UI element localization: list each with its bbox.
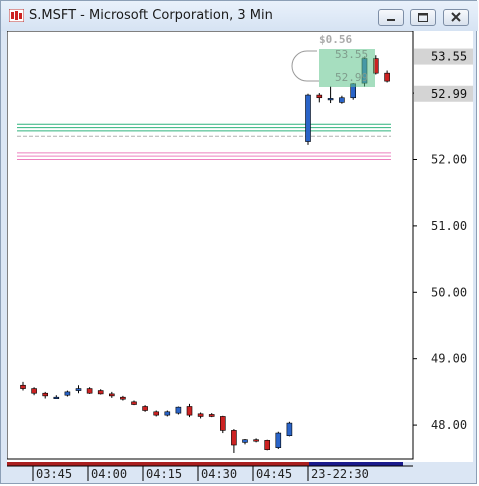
y-tick-label: 49.00 bbox=[431, 352, 467, 366]
candle-body bbox=[253, 439, 259, 442]
price-tag-label: 53.55 bbox=[431, 50, 467, 64]
x-tick-label: 04:00 bbox=[91, 467, 127, 481]
title-bar[interactable]: S.MSFT - Microsoft Corporation, 3 Min bbox=[1, 1, 478, 31]
candle-body bbox=[305, 94, 311, 142]
candlestick-chart[interactable]: $0.56 53.55 52.99 53.0052.0051.0050.0049… bbox=[6, 30, 473, 462]
candle-body bbox=[153, 411, 159, 416]
session-bar-blue bbox=[309, 462, 403, 466]
price-tag-box bbox=[414, 48, 473, 65]
x-tick-label: 03:45 bbox=[36, 467, 72, 481]
x-tick-label: 23-22:30 bbox=[311, 467, 369, 481]
candle-body bbox=[120, 396, 126, 400]
candle-body bbox=[175, 406, 182, 414]
x-axis[interactable]: 03:45 04:00 04:15 04:30 04:45 23-22:30 bbox=[7, 462, 473, 481]
candle-body bbox=[75, 388, 82, 391]
candle-body bbox=[42, 392, 49, 397]
minimize-icon bbox=[387, 19, 395, 21]
x-tick-label: 04:15 bbox=[146, 467, 182, 481]
measure-box bbox=[319, 49, 375, 87]
chart-app-icon bbox=[9, 9, 24, 22]
candle-body bbox=[316, 94, 323, 99]
maximize-button[interactable] bbox=[410, 9, 436, 26]
candle-body bbox=[131, 401, 137, 405]
measure-overlay: $0.56 53.55 52.99 bbox=[291, 33, 375, 87]
candle-body bbox=[242, 439, 248, 443]
box-label-low: 52.99 bbox=[335, 71, 368, 84]
minimize-button[interactable] bbox=[378, 9, 404, 26]
candle-body bbox=[20, 384, 26, 389]
close-button[interactable] bbox=[443, 9, 469, 26]
candle-body bbox=[339, 97, 345, 103]
candle-body bbox=[109, 393, 115, 397]
candle-body bbox=[197, 413, 204, 417]
candle-body bbox=[286, 422, 293, 437]
reference-lines bbox=[17, 123, 391, 160]
candle-body bbox=[53, 396, 60, 400]
session-bar-red bbox=[7, 462, 309, 466]
time-axis-strip[interactable]: 03:45 04:00 04:15 04:30 04:45 23-22:30 bbox=[7, 462, 473, 481]
candle-body bbox=[327, 98, 334, 101]
candle-body bbox=[142, 406, 148, 411]
y-tick-label: 50.00 bbox=[431, 285, 467, 299]
candle-body bbox=[208, 414, 215, 417]
price-tag-box bbox=[414, 85, 473, 102]
x-tick-label: 04:30 bbox=[201, 467, 237, 481]
change-label: $0.56 bbox=[319, 33, 352, 46]
chart-area[interactable]: $0.56 53.55 52.99 53.0052.0051.0050.0049… bbox=[6, 30, 473, 462]
box-label-high: 53.55 bbox=[335, 48, 368, 61]
close-icon bbox=[451, 12, 461, 22]
y-tick-label: 48.00 bbox=[431, 418, 467, 432]
candle-body bbox=[31, 388, 37, 394]
window-title: S.MSFT - Microsoft Corporation, 3 Min bbox=[29, 8, 273, 23]
candle-body bbox=[186, 406, 193, 416]
candle-body bbox=[164, 411, 171, 416]
x-tick-label: 04:45 bbox=[256, 467, 292, 481]
candle-body bbox=[264, 440, 271, 450]
candle-body bbox=[64, 391, 71, 396]
candle-body bbox=[86, 388, 93, 394]
y-tick-label: 51.00 bbox=[431, 219, 467, 233]
candle-body bbox=[384, 72, 390, 82]
price-tag-label: 52.99 bbox=[431, 87, 467, 101]
maximize-icon bbox=[418, 13, 428, 22]
x-ticks: 03:45 04:00 04:15 04:30 04:45 23-22:30 bbox=[32, 466, 369, 481]
measure-bracket bbox=[291, 50, 319, 82]
candle-body bbox=[231, 430, 237, 446]
plot-frame bbox=[6, 30, 414, 460]
candle-body bbox=[220, 416, 226, 431]
candle-body bbox=[97, 390, 104, 395]
candle-body bbox=[275, 432, 282, 448]
y-tick-label: 52.00 bbox=[431, 152, 467, 166]
price-tags: 53.55 52.99 bbox=[414, 48, 473, 102]
